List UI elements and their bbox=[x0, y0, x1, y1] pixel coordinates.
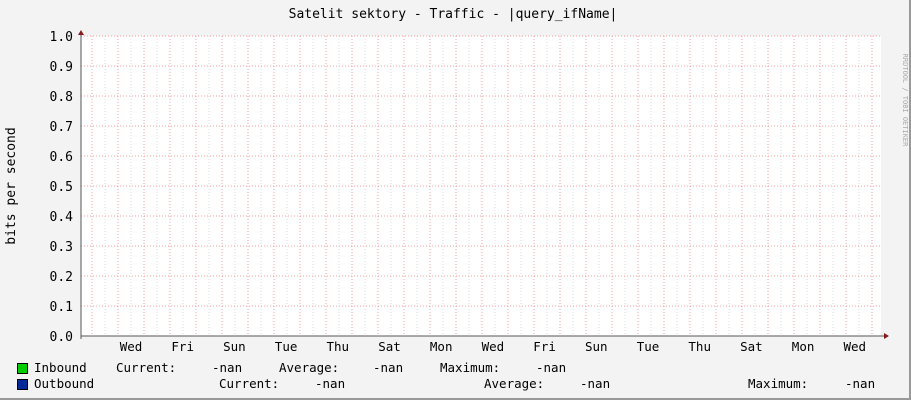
x-axis-arrow-icon bbox=[884, 333, 889, 339]
y-ticks: 0.0 0.1 0.2 0.3 0.4 0.5 0.6 0.7 0.8 0.9 1.0 bbox=[50, 30, 74, 345]
outbound-current-label: Current: bbox=[219, 376, 280, 391]
x-tick-label: Tue bbox=[275, 339, 298, 354]
x-tick-label: Sat bbox=[740, 339, 763, 354]
y-tick-label: 0.5 bbox=[50, 180, 73, 195]
outbound-maximum: -nan bbox=[845, 376, 876, 391]
outbound-maximum-label: Maximum: bbox=[748, 376, 809, 391]
inbound-average: -nan bbox=[373, 360, 404, 375]
y-axis-label: bits per second bbox=[4, 127, 19, 244]
watermark: RRDTOOL / TOBI OETIKER bbox=[901, 54, 909, 148]
chart-title: Satelit sektory - Traffic - |query_ifNam… bbox=[289, 7, 618, 22]
y-tick-label: 1.0 bbox=[50, 30, 73, 45]
x-tick-label: Sun bbox=[585, 339, 608, 354]
x-tick-label: Thu bbox=[327, 339, 350, 354]
outbound-swatch bbox=[17, 379, 28, 390]
y-tick-label: 0.4 bbox=[50, 210, 74, 225]
outbound-average: -nan bbox=[580, 376, 611, 391]
grid bbox=[81, 35, 881, 336]
outbound-current: -nan bbox=[315, 376, 346, 391]
y-tick-label: 0.6 bbox=[50, 150, 73, 165]
inbound-swatch bbox=[17, 363, 28, 374]
x-tick-label: Sat bbox=[378, 339, 401, 354]
x-tick-label: Wed bbox=[120, 339, 143, 354]
x-tick-label: Sun bbox=[223, 339, 246, 354]
y-tick-label: 0.3 bbox=[50, 240, 73, 255]
x-tick-label: Wed bbox=[482, 339, 505, 354]
x-tick-label: Mon bbox=[430, 339, 453, 354]
inbound-current: -nan bbox=[212, 360, 243, 375]
x-tick-label: Thu bbox=[688, 339, 711, 354]
inbound-maximum-label: Maximum: bbox=[440, 360, 501, 375]
y-axis-arrow-icon bbox=[78, 30, 84, 35]
inbound-name: Inbound bbox=[34, 360, 87, 375]
inbound-average-label: Average: bbox=[279, 360, 340, 375]
x-tick-label: Tue bbox=[637, 339, 660, 354]
x-ticks: Wed Fri Sun Tue Thu Sat Mon Wed Fri Sun Tue Thu Sat M… bbox=[120, 339, 866, 354]
y-tick-label: 0.2 bbox=[50, 270, 73, 285]
outbound-name: Outbound bbox=[34, 376, 95, 391]
y-tick-label: 0.8 bbox=[50, 90, 73, 105]
y-tick-label: 0.1 bbox=[50, 300, 73, 315]
x-tick-label: Mon bbox=[792, 339, 815, 354]
inbound-current-label: Current: bbox=[116, 360, 177, 375]
y-tick-label: 0.0 bbox=[50, 330, 73, 345]
inbound-maximum: -nan bbox=[536, 360, 567, 375]
x-tick-label: Wed bbox=[844, 339, 867, 354]
y-tick-label: 0.7 bbox=[50, 120, 73, 135]
y-tick-label: 0.9 bbox=[50, 60, 73, 75]
outbound-average-label: Average: bbox=[484, 376, 545, 391]
x-tick-label: Fri bbox=[171, 339, 194, 354]
x-tick-label: Fri bbox=[533, 339, 556, 354]
